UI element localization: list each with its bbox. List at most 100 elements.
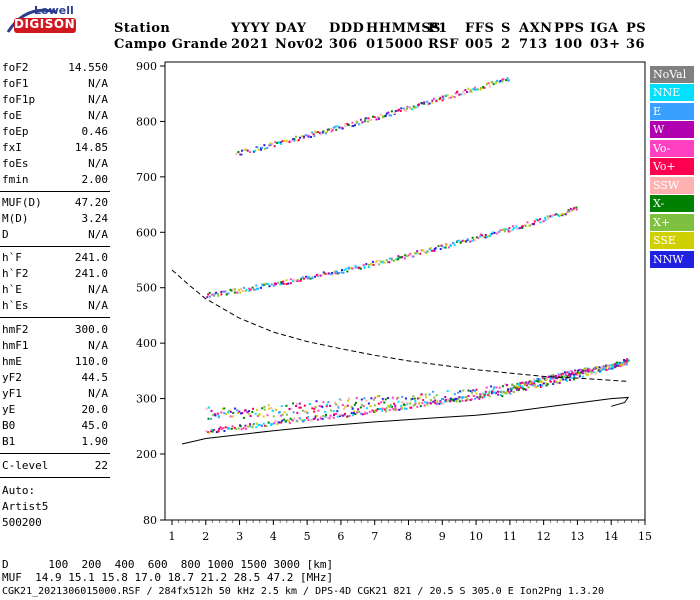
trace-point (274, 283, 277, 286)
trace-point (374, 396, 377, 399)
param-value: 241.0 (74, 251, 108, 264)
trace-point (582, 370, 585, 373)
divider (0, 317, 110, 318)
trace-point (499, 229, 502, 232)
trace-point (220, 293, 223, 296)
trace-point (474, 390, 477, 393)
trace-point (223, 407, 226, 410)
x-tick-label: 9 (439, 530, 446, 543)
trace-point (442, 398, 445, 401)
trace-point (595, 366, 598, 369)
trace-point (585, 373, 588, 376)
trace-point (248, 410, 251, 413)
trace-point (620, 361, 623, 364)
trace-point (518, 387, 521, 390)
trace-point (391, 258, 394, 261)
trace-point (328, 417, 331, 420)
trace-point (598, 366, 601, 369)
trace-point (283, 418, 286, 421)
trace-point (567, 209, 570, 212)
trace-point (513, 226, 516, 229)
trace-point (559, 214, 562, 217)
trace-point (468, 90, 471, 93)
trace-point (412, 404, 415, 407)
trace-point (542, 382, 545, 385)
trace-point (484, 390, 487, 393)
trace-point (570, 376, 573, 379)
trace-point (276, 423, 279, 426)
param-key: hmE (2, 355, 22, 368)
trace-point (576, 371, 579, 374)
trace-point (626, 360, 629, 363)
trace-point (529, 382, 532, 385)
trace-point (385, 259, 388, 262)
trace-point (539, 221, 542, 224)
trace-point (601, 366, 604, 369)
trace-point (390, 110, 393, 113)
trace-point (604, 364, 607, 367)
trace-point (462, 389, 465, 392)
trace-point (363, 411, 366, 414)
trace-point (280, 405, 283, 408)
trace-point (389, 403, 392, 406)
trace-point (207, 406, 210, 409)
trace-point (281, 140, 284, 143)
trace-point (511, 387, 514, 390)
param-row: foEs N/A (2, 157, 108, 173)
trace-point (324, 132, 327, 135)
trace-point (483, 395, 486, 398)
trace-point (474, 239, 477, 242)
trace-point (533, 385, 536, 388)
trace-point (224, 412, 227, 415)
trace-point (249, 414, 252, 417)
trace-point (270, 407, 273, 410)
trace-point (400, 404, 403, 407)
trace-point (210, 409, 213, 412)
trace-point (519, 383, 522, 386)
trace-point (383, 408, 386, 411)
trace-point (264, 147, 267, 150)
legend-x-minus: X- (650, 195, 694, 212)
trace-point (296, 402, 299, 405)
trace-point (554, 377, 557, 380)
trace-point (418, 396, 421, 399)
param-row: hmF1 N/A (2, 339, 108, 355)
trace-point (526, 384, 529, 387)
trace-point (406, 402, 409, 405)
trace-point (444, 396, 447, 399)
legend-sse: SSE (650, 232, 694, 249)
trace-point (416, 397, 419, 400)
trace-point (465, 240, 468, 243)
trace-point (217, 430, 220, 433)
trace-point (509, 392, 512, 395)
trace-point (624, 360, 627, 363)
trace-point (370, 118, 373, 121)
trace-point (281, 413, 284, 416)
trace-point (360, 398, 363, 401)
trace-point (460, 397, 463, 400)
param-key: foEp (2, 125, 29, 138)
trace-point (411, 397, 414, 400)
trace-point (459, 241, 462, 244)
trace-point (557, 373, 560, 376)
trace-point (294, 135, 297, 138)
trace-point (373, 410, 376, 413)
trace-point (240, 412, 243, 415)
trace-point (461, 239, 464, 242)
trace-point (229, 415, 232, 418)
trace-point (584, 369, 587, 372)
trace-point (446, 94, 449, 97)
trace-point (333, 270, 336, 273)
trace-point (296, 139, 299, 142)
trace-point (368, 118, 371, 121)
trace-point (472, 87, 475, 90)
trace-point (484, 234, 487, 237)
trace-point (242, 427, 245, 430)
trace-point (376, 116, 379, 119)
trace-point (474, 397, 477, 400)
param-row: D N/A (2, 228, 108, 244)
trace-point (236, 409, 239, 412)
trace-point (235, 152, 238, 155)
param-value: N/A (88, 283, 108, 296)
trace-point (386, 261, 389, 264)
